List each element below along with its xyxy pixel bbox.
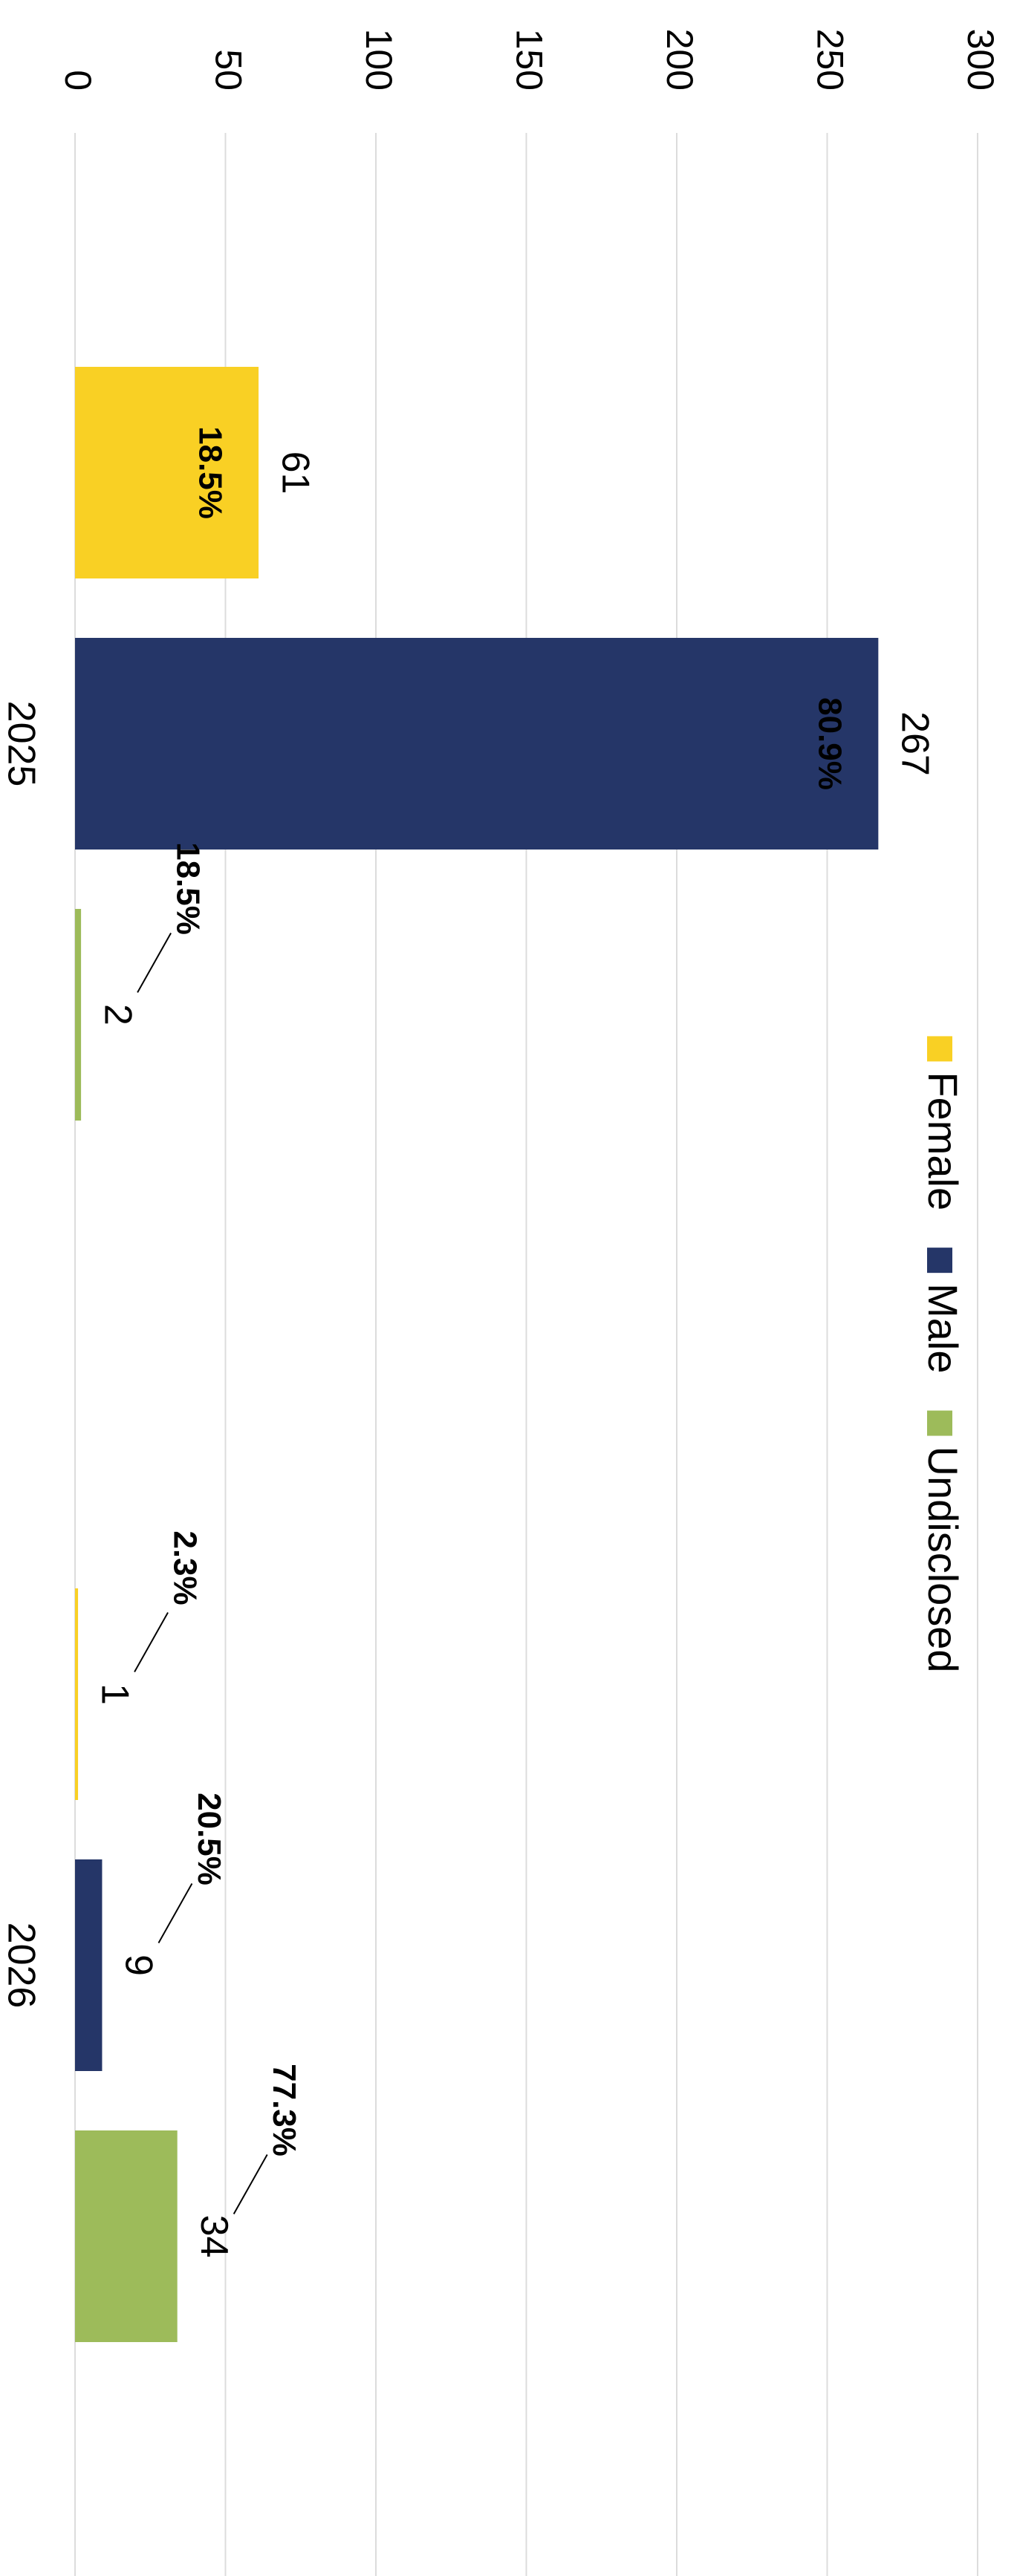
value-label: 2 (96, 1004, 139, 1025)
legend-swatch (927, 1036, 952, 1062)
y-tick-label: 250 (809, 29, 851, 91)
leader-line (134, 1612, 169, 1672)
bar (75, 1588, 79, 1800)
y-tick-label: 300 (960, 29, 1001, 91)
legend-swatch (927, 1248, 952, 1274)
legend-label: Undisclosed (920, 1447, 966, 1673)
y-tick-label: 0 (57, 70, 99, 91)
value-label: 34 (192, 2215, 235, 2258)
x-tick-label: 2026 (0, 1923, 42, 2009)
leader-line (157, 1883, 193, 1943)
x-tick-label: 2025 (0, 701, 42, 787)
value-label: 9 (117, 1954, 160, 1976)
bar (74, 2130, 178, 2342)
y-tick-label: 100 (358, 29, 400, 91)
legend-label: Male (920, 1283, 966, 1373)
value-label: 267 (894, 711, 937, 776)
bar (74, 367, 259, 578)
legend-swatch (927, 1410, 952, 1436)
bar (75, 638, 879, 850)
legend-label: Female (920, 1072, 966, 1210)
y-tick-label: 200 (659, 29, 701, 91)
bar (74, 1859, 103, 2071)
value-label: 61 (273, 451, 316, 495)
percent-label: 77.3% (266, 2064, 302, 2156)
percent-label: 18.5% (169, 842, 206, 935)
percent-label: 80.9% (812, 697, 848, 790)
percent-label: 20.5% (191, 1793, 227, 1885)
bar (74, 909, 82, 1121)
percent-label: 18.5% (192, 426, 228, 519)
leader-line (137, 933, 172, 993)
y-tick-label: 150 (508, 29, 550, 91)
leader-line (233, 2154, 268, 2214)
y-tick-label: 50 (207, 49, 249, 91)
value-label: 1 (93, 1683, 136, 1705)
percent-label: 2.3% (166, 1530, 203, 1605)
